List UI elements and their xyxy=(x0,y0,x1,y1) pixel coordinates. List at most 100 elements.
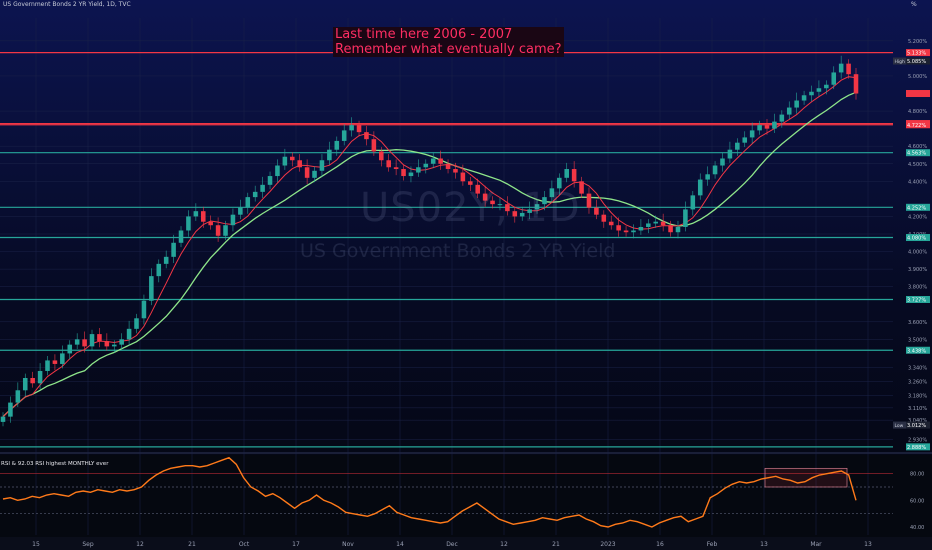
candle-body xyxy=(401,169,406,177)
candle-body xyxy=(193,211,199,217)
candle-body xyxy=(757,125,762,131)
level-price-tag xyxy=(906,443,930,451)
rsi-y-tick-label: 80.00 xyxy=(910,472,924,478)
y-tick-label: 3.500% xyxy=(908,337,927,343)
candle-body xyxy=(60,353,65,364)
candle-body xyxy=(646,223,651,227)
level-price-tag xyxy=(906,121,930,129)
level-price-tag xyxy=(906,149,930,157)
candle-body xyxy=(67,344,73,354)
candle-body xyxy=(282,156,288,166)
candle-body xyxy=(22,378,28,391)
candle-body xyxy=(104,341,110,347)
candle-body xyxy=(119,339,124,345)
level-price-label: 3.438% xyxy=(907,348,926,354)
candle-body xyxy=(423,163,429,168)
y-tick-label: 4.500% xyxy=(908,162,927,168)
marker-tag xyxy=(906,57,930,65)
candle-body xyxy=(163,256,169,264)
candle-body xyxy=(853,74,859,94)
marker-badge xyxy=(893,57,906,65)
candle-body xyxy=(557,177,562,189)
candle-body xyxy=(742,137,748,143)
candle-body xyxy=(616,225,621,231)
candle-body xyxy=(512,211,518,217)
candle-body xyxy=(393,167,399,170)
annotation-box: Last time here 2006 - 2007 Remember what… xyxy=(333,27,564,57)
marker-tag xyxy=(906,421,930,429)
y-tick-label: 4.200% xyxy=(908,214,927,220)
x-tick-label: 2023 xyxy=(600,541,615,548)
candle-body xyxy=(712,165,718,175)
y-tick-label: 4.000% xyxy=(908,250,927,256)
candle-body xyxy=(8,402,13,417)
candle-body xyxy=(126,328,132,340)
watermark-symbol: US02Y, 1D xyxy=(360,185,581,231)
candle-body xyxy=(37,370,43,384)
annotation-line-2: Remember what eventually came? xyxy=(335,42,562,57)
x-tick-label: 14 xyxy=(396,541,404,548)
rsi-legend: RSI & 92.03 RSI highest MONTHLY ever xyxy=(1,461,109,467)
level-price-label: 3.727% xyxy=(907,298,926,304)
chart-title: US Government Bonds 2 YR Yield, 1D, TVC xyxy=(3,1,131,8)
candle-body xyxy=(475,184,480,194)
candle-body xyxy=(697,179,703,196)
candle-body xyxy=(571,169,577,182)
candle-body xyxy=(586,193,592,208)
candle-body xyxy=(549,188,555,198)
candle-body xyxy=(720,158,725,166)
candle-body xyxy=(445,163,451,170)
candle-body xyxy=(252,191,258,198)
x-tick-label: 16 xyxy=(656,541,664,548)
candle-body xyxy=(341,130,347,141)
candle-body xyxy=(497,204,503,206)
y-tick-label: 4.600% xyxy=(908,144,927,150)
candle-body xyxy=(349,125,354,131)
candle-body xyxy=(416,167,421,173)
candle-body xyxy=(534,204,540,210)
marker-label: Low xyxy=(895,423,904,429)
candle-body xyxy=(608,221,614,226)
level-price-tag xyxy=(906,346,930,354)
y-tick-label: 2.930% xyxy=(908,437,927,443)
candle-body xyxy=(156,263,162,277)
candle-body xyxy=(786,107,792,115)
x-tick-label: 12 xyxy=(136,541,144,548)
candle-body xyxy=(15,390,21,403)
time-axis xyxy=(0,537,932,550)
candle-body xyxy=(468,181,473,185)
candle-body xyxy=(749,130,755,138)
level-price-label: 4.563% xyxy=(907,151,926,157)
candle-body xyxy=(304,167,310,178)
candle-body xyxy=(831,72,837,85)
level-price-tag xyxy=(906,296,930,304)
candle-body xyxy=(564,169,570,178)
candle-body xyxy=(727,149,733,159)
candle-body xyxy=(52,360,58,364)
x-tick-label: 12 xyxy=(500,541,508,548)
candle-body xyxy=(653,221,659,224)
level-price-tag xyxy=(906,234,930,242)
level-price-label: 5.133% xyxy=(907,51,926,57)
candle-body xyxy=(527,209,532,213)
candle-body xyxy=(408,172,414,177)
candle-body xyxy=(379,151,384,161)
y-tick-label: 5.000% xyxy=(908,74,927,80)
candle-body xyxy=(319,160,325,171)
x-tick-label: Sep xyxy=(82,541,94,548)
candle-body xyxy=(430,158,436,164)
x-tick-label: Mar xyxy=(810,541,822,548)
candle-body xyxy=(690,195,696,210)
candle-body xyxy=(838,63,844,73)
candle-body xyxy=(601,214,607,222)
candle-body xyxy=(482,193,488,201)
marker-badge xyxy=(893,421,906,429)
y-tick-label: 3.180% xyxy=(908,394,927,400)
candle-body xyxy=(200,211,206,222)
candle-body xyxy=(45,360,50,371)
last-price-tag xyxy=(906,90,930,98)
level-price-label: 4.252% xyxy=(907,205,926,211)
x-tick-label: 13 xyxy=(760,541,768,548)
y-tick-label: 3.040% xyxy=(908,418,927,424)
